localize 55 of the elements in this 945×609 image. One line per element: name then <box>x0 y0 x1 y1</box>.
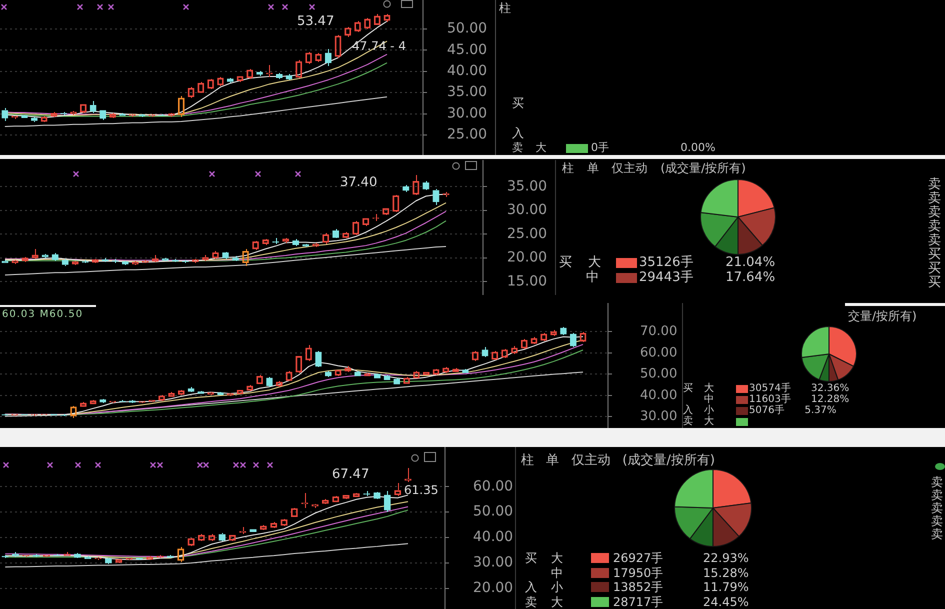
y-tick-label: 60.00 <box>473 478 514 494</box>
y-tick-label: 25.00 <box>447 126 488 143</box>
y-tick-label: 70.00 <box>640 324 678 340</box>
y-tick-label: 35.00 <box>507 178 548 194</box>
data-label: 30574手 32.36% <box>749 383 850 394</box>
text: 柱 <box>499 1 511 15</box>
legend-label: 卖 大 <box>524 594 563 609</box>
y-tick-label: 50.00 <box>473 504 514 520</box>
text: 交量/按所有) <box>848 309 917 323</box>
y-tick-label: 45.00 <box>447 42 488 58</box>
data-label: 17950手 15.28% <box>613 566 749 580</box>
legend-label: 卖 大 <box>683 416 714 427</box>
annotation: 60.03 M60.50 <box>2 309 84 320</box>
text: 卖 大 <box>512 141 546 154</box>
y-tick-label: 40.00 <box>447 62 488 79</box>
data-label: 5076手 5.37% <box>749 405 836 416</box>
text: 0手 0.00% <box>591 141 716 154</box>
y-tick-label: 20.00 <box>473 580 514 596</box>
data-label: 13852手 11.79% <box>613 580 749 594</box>
chart-title: 柱 单 仅主动 (成交量/按所有) <box>521 453 715 468</box>
y-tick-label: 35.00 <box>447 84 488 100</box>
y-tick-label: 30.00 <box>473 554 514 571</box>
annotation: 53.47 <box>297 14 334 29</box>
annotation: 61.35 <box>404 483 438 497</box>
annotation: 67.47 <box>332 467 370 482</box>
text: 卖卖卖卖卖 <box>931 475 943 541</box>
legend-label: 中 <box>703 394 714 405</box>
legend-label: 入 小 <box>524 580 563 594</box>
text: 卖卖卖卖卖买买买 <box>928 177 941 290</box>
data-label: 29443手 17.64% <box>639 270 776 285</box>
data-label: 11603手 12.28% <box>749 394 850 405</box>
chart-title: 柱 单 仅主动 (成交量/按所有) <box>562 161 746 175</box>
y-tick-label: 15.00 <box>507 273 548 290</box>
y-tick-label: 50.00 <box>640 366 678 382</box>
legend-label: 买 大 <box>559 255 602 270</box>
data-label: 26927手 22.93% <box>613 551 749 566</box>
y-tick-label: 40.00 <box>473 529 514 546</box>
legend-label: 中 <box>550 566 563 580</box>
y-tick-label: 25.00 <box>507 226 548 242</box>
y-tick-label: 20.00 <box>507 250 548 266</box>
legend-label: 入 小 <box>683 405 714 416</box>
y-tick-label: 30.00 <box>507 202 548 218</box>
legend-label: 买 大 <box>683 383 714 394</box>
annotation: 37.40 <box>340 175 378 190</box>
text: 入 <box>512 126 524 140</box>
data-label: 35126手 21.04% <box>639 255 776 270</box>
y-tick-label: 50.00 <box>447 20 488 37</box>
legend-label: 中 <box>585 270 599 285</box>
data-label: 28717手 24.45% <box>613 594 749 609</box>
y-tick-label: 30.00 <box>640 409 678 424</box>
legend-label: 买 大 <box>524 551 563 566</box>
y-tick-label: 30.00 <box>447 105 488 122</box>
y-tick-label: 60.00 <box>640 345 678 360</box>
y-tick-label: 40.00 <box>640 388 678 403</box>
text: 买 <box>512 96 524 110</box>
